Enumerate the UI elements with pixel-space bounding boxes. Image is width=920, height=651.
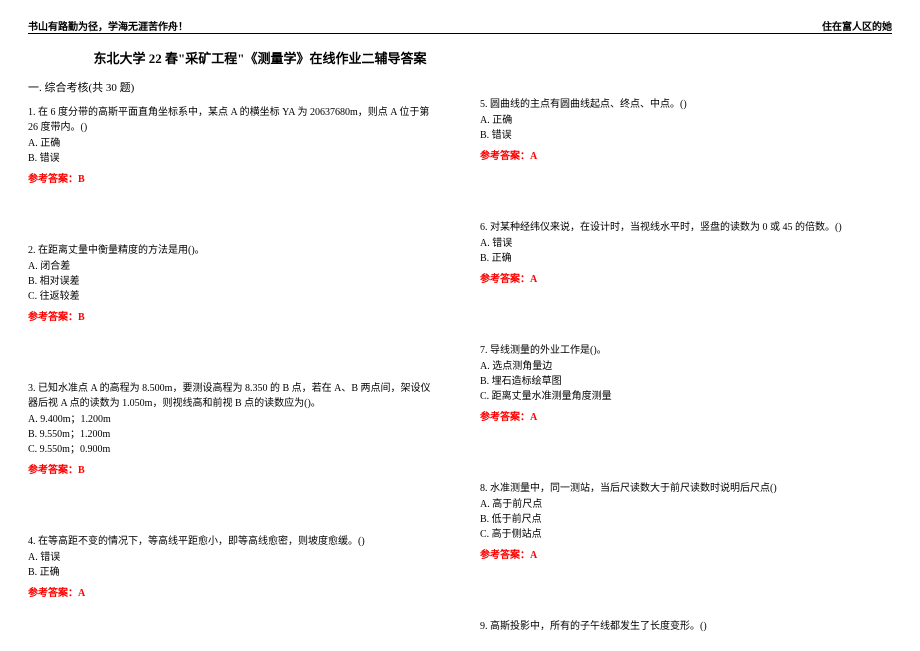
question-stem: 5. 圆曲线的主点有圆曲线起点、终点、中点。() [480, 97, 892, 112]
left-column: 一. 综合考核(共 30 题) 1. 在 6 度分带的高斯平面直角坐标系中，某点… [28, 79, 440, 642]
question-3: 3. 已知水准点 A 的高程为 8.500m，要测设高程为 8.350 的 B … [28, 381, 440, 478]
header-right: 住在富人区的她 [822, 18, 892, 33]
question-option: C. 往返较差 [28, 289, 440, 304]
question-5: 5. 圆曲线的主点有圆曲线起点、终点、中点。() A. 正确 B. 错误 参考答… [480, 97, 892, 164]
question-option: A. 错误 [28, 550, 440, 565]
header-left: 书山有路勤为径，学海无涯苦作舟！ [28, 18, 188, 33]
question-9: 9. 高斯投影中，所有的子午线都发生了长度变形。() [480, 619, 892, 634]
question-8: 8. 水准测量中，同一测站，当后尺读数大于前尺读数时说明后尺点() A. 高于前… [480, 481, 892, 563]
question-option: A. 闭合差 [28, 259, 440, 274]
question-option: A. 选点测角量边 [480, 359, 892, 374]
question-7: 7. 导线测量的外业工作是()。 A. 选点测角量边 B. 埋石造标绘草图 C.… [480, 343, 892, 425]
question-stem: 7. 导线测量的外业工作是()。 [480, 343, 892, 358]
answer: 参考答案：A [480, 149, 892, 164]
question-4: 4. 在等高距不变的情况下，等高线平距愈小，即等高线愈密，则坡度愈缓。() A.… [28, 534, 440, 601]
question-option: B. 9.550m；1.200m [28, 427, 440, 442]
answer: 参考答案：A [480, 410, 892, 425]
question-stem: 3. 已知水准点 A 的高程为 8.500m，要测设高程为 8.350 的 B … [28, 381, 440, 411]
answer: 参考答案：A [28, 586, 440, 601]
question-option: A. 正确 [28, 136, 440, 151]
header-rule [28, 33, 892, 34]
answer: 参考答案：A [480, 548, 892, 563]
question-2: 2. 在距离丈量中衡量精度的方法是用()。 A. 闭合差 B. 相对误差 C. … [28, 243, 440, 325]
question-option: B. 错误 [480, 128, 892, 143]
question-stem: 2. 在距离丈量中衡量精度的方法是用()。 [28, 243, 440, 258]
question-6: 6. 对某种经纬仪来说，在设计时，当视线水平时，竖盘的读数为 0 或 45 的倍… [480, 220, 892, 287]
question-option: C. 高于侧站点 [480, 527, 892, 542]
right-column: 5. 圆曲线的主点有圆曲线起点、终点、中点。() A. 正确 B. 错误 参考答… [480, 79, 892, 642]
answer: 参考答案：B [28, 463, 440, 478]
question-stem: 6. 对某种经纬仪来说，在设计时，当视线水平时，竖盘的读数为 0 或 45 的倍… [480, 220, 892, 235]
question-stem: 9. 高斯投影中，所有的子午线都发生了长度变形。() [480, 619, 892, 634]
question-option: A. 正确 [480, 113, 892, 128]
question-option: C. 9.550m；0.900m [28, 442, 440, 457]
question-option: B. 埋石造标绘草图 [480, 374, 892, 389]
question-stem: 8. 水准测量中，同一测站，当后尺读数大于前尺读数时说明后尺点() [480, 481, 892, 496]
question-1: 1. 在 6 度分带的高斯平面直角坐标系中，某点 A 的横坐标 YA 为 206… [28, 105, 440, 187]
question-option: C. 距离丈量水准测量角度测量 [480, 389, 892, 404]
answer: 参考答案：B [28, 172, 440, 187]
section-title: 一. 综合考核(共 30 题) [28, 79, 440, 95]
answer: 参考答案：A [480, 272, 892, 287]
question-option: A. 错误 [480, 236, 892, 251]
page-title: 东北大学 22 春"采矿工程"《测量学》在线作业二辅导答案 [0, 48, 892, 67]
question-option: B. 相对误差 [28, 274, 440, 289]
question-option: B. 错误 [28, 151, 440, 166]
answer: 参考答案：B [28, 310, 440, 325]
question-option: B. 正确 [480, 251, 892, 266]
question-option: B. 正确 [28, 565, 440, 580]
question-option: A. 高于前尺点 [480, 497, 892, 512]
question-stem: 1. 在 6 度分带的高斯平面直角坐标系中，某点 A 的横坐标 YA 为 206… [28, 105, 440, 135]
question-stem: 4. 在等高距不变的情况下，等高线平距愈小，即等高线愈密，则坡度愈缓。() [28, 534, 440, 549]
question-option: B. 低于前尺点 [480, 512, 892, 527]
question-option: A. 9.400m；1.200m [28, 412, 440, 427]
